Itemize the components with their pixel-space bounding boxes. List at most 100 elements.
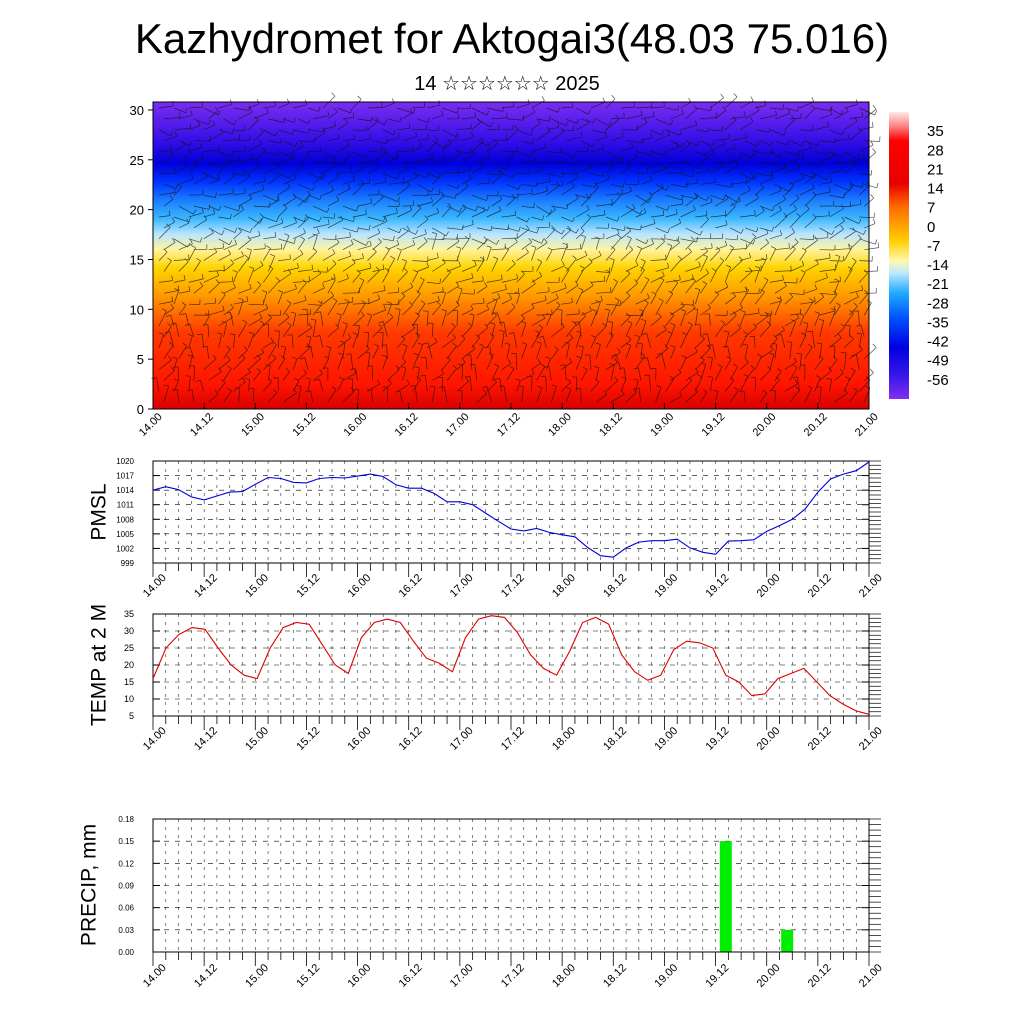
section-y-tick-label: 5 [137, 352, 144, 367]
temp-grid [152, 613, 870, 717]
colorbar-label: 0 [927, 219, 935, 236]
x-tick-label: 17.00 [448, 962, 476, 990]
x-tick-label: 19.12 [703, 962, 731, 990]
pmsl-series-line [152, 461, 870, 558]
section-plot-area [153, 102, 869, 409]
precip-y-axis-label: PRECIP, mm [78, 824, 101, 946]
temp-y-axis-label: TEMP at 2 M [88, 604, 111, 726]
x-tick-label: 20.12 [806, 572, 834, 600]
colorbar-label: 7 [927, 200, 935, 217]
x-tick-label: 14.12 [192, 725, 220, 753]
x-tick-label: 15.00 [243, 725, 271, 753]
section-x-tick-label: 16.12 [393, 411, 421, 439]
y-tick-label: 1005 [116, 530, 134, 539]
precip-bar [719, 841, 732, 952]
x-tick-label: 16.12 [397, 725, 425, 753]
section-y-axis: 0 5 10 15 20 25 30 [130, 103, 153, 417]
x-tick-label: 19.00 [652, 962, 680, 990]
y-tick-label: 0.12 [118, 859, 134, 868]
y-tick-label: 0.06 [118, 904, 134, 913]
x-tick-label: 21.00 [857, 725, 885, 753]
section-y-tick-label: 15 [130, 252, 144, 267]
colorbar-label: 21 [927, 161, 944, 178]
section-x-tick-label: 14.12 [188, 411, 216, 439]
x-tick-label: 16.00 [345, 962, 373, 990]
colorbar-labels: 35 28 21 14 7 0 -7 -14 -21 -28 -35 -42 -49 -56 [927, 123, 949, 389]
x-tick-label: 18.12 [601, 572, 629, 600]
colorbar: 35 28 21 14 7 0 -7 -14 -21 -28 -35 -42 -49 -56 [889, 112, 949, 399]
y-tick-label: 0.15 [118, 837, 134, 846]
pmsl-y-axis-label: PMSL [88, 483, 111, 540]
wind-barb-set [151, 92, 881, 403]
section-x-tick-label: 21.00 [853, 411, 881, 439]
x-tick-label: 16.00 [345, 572, 373, 600]
section-x-tick-label: 15.12 [290, 411, 318, 439]
colorbar-label: -35 [927, 314, 949, 331]
y-tick-label: 1014 [116, 486, 134, 495]
x-tick-label: 20.00 [755, 962, 783, 990]
x-tick-label: 20.00 [755, 572, 783, 600]
colorbar-label: 14 [927, 181, 944, 198]
x-tick-label: 18.00 [550, 962, 578, 990]
section-x-tick-label: 16.00 [341, 411, 369, 439]
x-tick-label: 14.00 [141, 725, 169, 753]
precip-grid [152, 818, 870, 953]
temp-axes: 5 10 15 20 25 30 35 14.00 14.12 15.00 15.12 16.00 16… [124, 609, 885, 753]
pmsl-panel: 999 1002 1005 1008 1011 1014 1017 1020 14.00 14.1… [88, 457, 885, 600]
x-tick-label: 18.00 [550, 572, 578, 600]
y-tick-label: 25 [124, 643, 134, 653]
x-tick-label: 17.00 [448, 572, 476, 600]
y-tick-label: 1002 [116, 544, 134, 553]
wind-barbs [151, 92, 881, 403]
section-x-tick-label: 20.12 [802, 411, 830, 439]
section-x-tick-label: 20.00 [751, 411, 779, 439]
colorbar-ramp [889, 112, 909, 399]
x-tick-label: 14.00 [141, 962, 169, 990]
section-x-tick-label: 17.12 [495, 411, 523, 439]
x-tick-label: 19.12 [703, 725, 731, 753]
colorbar-label: -49 [927, 353, 949, 370]
y-tick-label: 0.09 [118, 882, 134, 891]
pmsl-grid [152, 460, 870, 564]
x-tick-label: 17.12 [499, 572, 527, 600]
section-y-tick-label: 20 [130, 203, 144, 218]
y-tick-label: 35 [124, 609, 134, 619]
x-tick-label: 18.00 [550, 725, 578, 753]
colorbar-label: -14 [927, 257, 949, 274]
x-tick-label: 15.12 [294, 962, 322, 990]
y-tick-label: 10 [124, 694, 134, 704]
colorbar-label: 28 [927, 142, 944, 159]
x-tick-label: 18.12 [601, 725, 629, 753]
x-tick-label: 17.00 [448, 725, 476, 753]
x-tick-label: 14.12 [192, 962, 220, 990]
y-tick-label: 30 [124, 626, 134, 636]
chart-title: Kazhydromet for Aktogai3(48.03 75.016) [134, 15, 890, 62]
section-x-tick-label: 19.12 [699, 411, 727, 439]
pmsl-axes: 999 1002 1005 1008 1011 1014 1017 1020 14.00 14.1… [116, 457, 885, 600]
x-tick-label: 15.00 [243, 962, 271, 990]
x-tick-label: 19.00 [652, 572, 680, 600]
x-tick-label: 17.12 [499, 725, 527, 753]
x-tick-label: 20.12 [806, 962, 834, 990]
section-y-tick-label: 10 [130, 302, 144, 317]
y-tick-label: 0.00 [118, 948, 134, 957]
colorbar-label: -7 [927, 238, 940, 255]
colorbar-label: -28 [927, 295, 949, 312]
x-tick-label: 18.12 [601, 962, 629, 990]
y-tick-label: 0.03 [118, 926, 134, 935]
x-tick-label: 16.12 [397, 962, 425, 990]
x-tick-label: 16.12 [397, 572, 425, 600]
section-y-tick-label: 0 [137, 402, 144, 417]
precip-bars [719, 841, 794, 952]
y-tick-label: 5 [129, 711, 134, 721]
y-tick-label: 999 [121, 559, 135, 568]
y-tick-label: 15 [124, 677, 134, 687]
x-tick-label: 21.00 [857, 962, 885, 990]
x-tick-label: 17.12 [499, 962, 527, 990]
x-tick-label: 20.12 [806, 725, 834, 753]
section-x-tick-label: 18.00 [546, 411, 574, 439]
y-tick-label: 1011 [117, 501, 135, 510]
section-x-tick-label: 18.12 [597, 411, 625, 439]
colorbar-label: -21 [927, 276, 949, 293]
